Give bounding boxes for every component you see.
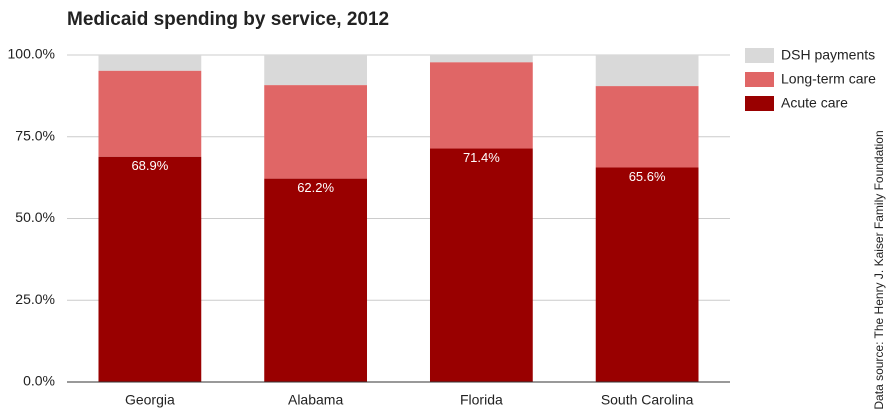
bar-segment	[98, 70, 202, 157]
chart-title: Medicaid spending by service, 2012	[67, 9, 389, 30]
legend-swatch	[745, 72, 774, 87]
bar-segment	[264, 178, 368, 382]
legend-label: Long-term care	[781, 71, 876, 87]
x-tick-label: South Carolina	[601, 392, 694, 408]
bar-segment	[264, 85, 368, 179]
bar-segment	[264, 55, 368, 86]
bar-segment	[429, 55, 533, 63]
y-tick-label: 0.0%	[23, 373, 55, 389]
data-label: 71.4%	[463, 150, 500, 165]
data-label: 65.6%	[629, 169, 666, 184]
data-label: 68.9%	[131, 158, 168, 173]
y-tick-label: 25.0%	[15, 291, 55, 307]
x-tick-label: Alabama	[288, 392, 343, 408]
legend-swatch	[745, 48, 774, 63]
y-tick-label: 100.0%	[8, 46, 55, 62]
bar-segment	[98, 55, 202, 71]
x-tick-label: Georgia	[125, 392, 175, 408]
legend-swatch	[745, 96, 774, 111]
x-tick-label: Florida	[460, 392, 503, 408]
source-note: Data source: The Henry J. Kaiser Family …	[872, 130, 886, 409]
bar-segment	[429, 148, 533, 382]
data-label: 62.2%	[297, 180, 334, 195]
legend-label: DSH payments	[781, 47, 875, 63]
bar-segment	[595, 167, 699, 382]
y-tick-label: 50.0%	[15, 209, 55, 225]
legend-label: Acute care	[781, 95, 848, 111]
bar-segment	[595, 55, 699, 87]
bar-segment	[98, 156, 202, 382]
bar-segment	[595, 86, 699, 168]
bar-segment	[429, 62, 533, 149]
y-tick-label: 75.0%	[15, 127, 55, 143]
